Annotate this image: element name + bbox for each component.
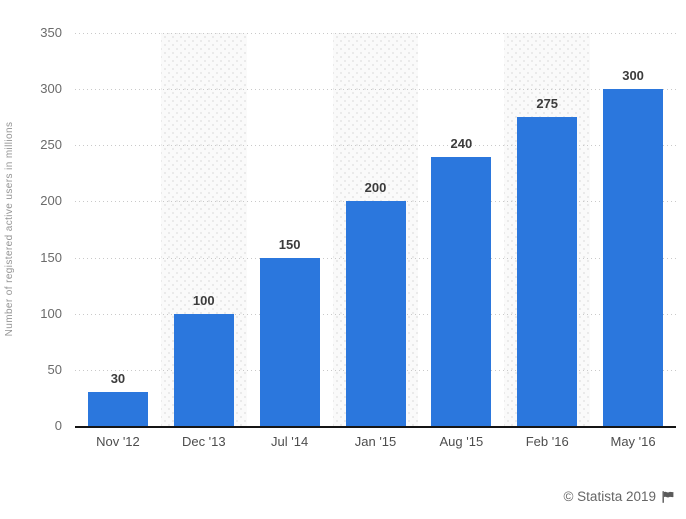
bar-value-label: 30	[110, 371, 126, 387]
gridline	[75, 89, 676, 91]
bar	[173, 313, 234, 426]
bar	[345, 201, 406, 426]
bar-value-label: 300	[622, 68, 644, 84]
x-tick-label: Dec '13	[181, 434, 226, 449]
bar-value-label: 275	[536, 96, 559, 112]
y-tick-label: 200	[40, 193, 62, 209]
bar	[87, 392, 148, 426]
y-tick-label: 150	[40, 249, 62, 265]
y-tick-label: 50	[47, 361, 62, 377]
plot-area: 30 100 150 200 240 275 300	[75, 33, 676, 428]
x-tick-label: May '16	[610, 434, 656, 449]
x-tick-label: Nov '12	[96, 434, 140, 449]
bar	[517, 117, 578, 426]
y-axis-ticks: 0 50 100 150 200 250 300 350	[0, 25, 62, 433]
bar	[259, 257, 320, 426]
gridline	[75, 33, 676, 34]
y-tick-label: 0	[54, 418, 62, 433]
attribution-text: © Statista 2019	[563, 489, 656, 504]
bar-value-label: 100	[192, 292, 215, 308]
y-tick-label: 300	[40, 81, 62, 97]
y-tick-label: 250	[40, 137, 62, 153]
bar-value-label: 240	[450, 135, 473, 151]
x-axis-labels: Nov '12 Dec '13 Jul '14 Jan '15 Aug '15 Feb '…	[75, 434, 676, 452]
x-tick-label: Feb '16	[525, 434, 569, 449]
x-tick-label: Aug '15	[439, 434, 484, 449]
bar	[431, 156, 492, 426]
bar-value-label: 200	[364, 180, 387, 196]
gridline	[75, 145, 676, 147]
x-tick-label: Jan '15	[354, 434, 397, 449]
bar-value-label: 150	[278, 236, 301, 252]
attribution: © Statista 2019	[563, 489, 675, 504]
y-tick-label: 350	[40, 25, 62, 40]
bar	[603, 89, 664, 426]
flag-icon	[662, 490, 674, 503]
y-tick-label: 100	[40, 305, 62, 321]
x-tick-label: Jul '14	[271, 434, 309, 449]
